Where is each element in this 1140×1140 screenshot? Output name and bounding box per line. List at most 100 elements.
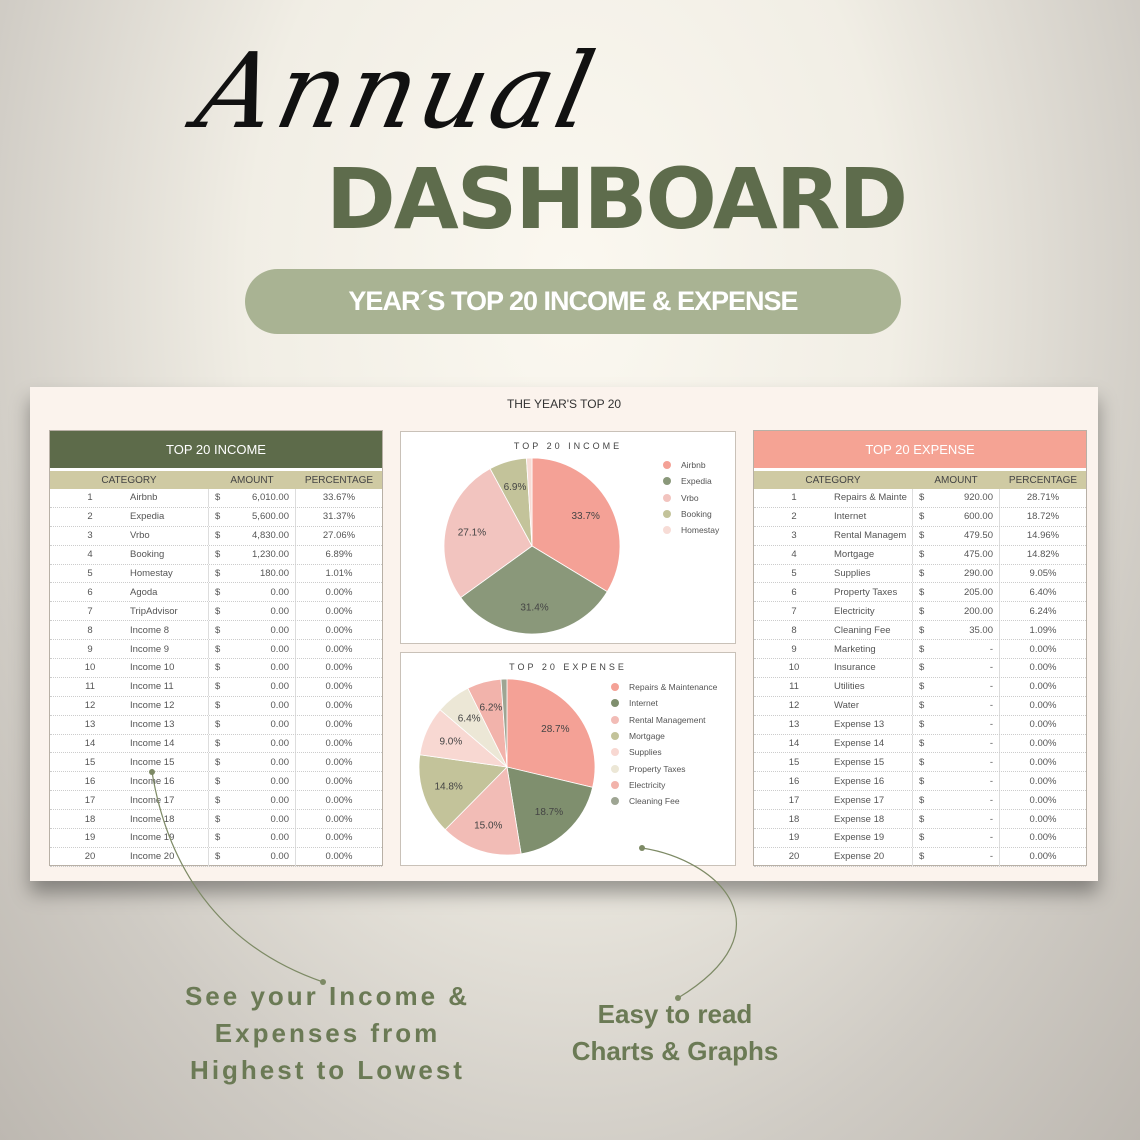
row-category: Vrbo — [130, 530, 150, 542]
legend-label: Cleaning Fee — [629, 796, 680, 807]
row-amount: $ - — [912, 734, 1000, 753]
legend-swatch — [611, 764, 619, 773]
row-amount: $0.00 — [208, 791, 296, 810]
row-category: Expense 14 — [834, 738, 885, 750]
amount-value: 0.00 — [270, 832, 290, 844]
row-category: Income 17 — [130, 794, 175, 806]
row-rank: 20 — [84, 851, 96, 863]
page-title: DASHBOARD — [326, 150, 908, 248]
row-amount: $0.00 — [208, 847, 296, 866]
slice-label: 6.2% — [479, 703, 502, 714]
currency-symbol: $ — [215, 624, 221, 636]
row-percentage: 1.01% — [325, 568, 353, 579]
row-amount: $ - — [912, 772, 1000, 791]
currency-symbol: $ — [215, 756, 221, 768]
row-percentage: 0.00% — [1029, 738, 1057, 750]
row-percentage: 0.00% — [1029, 719, 1057, 731]
table-row: 1 Repairs & Mainte $920.00 28.71% — [754, 489, 1086, 508]
legend-swatch — [663, 493, 671, 502]
col-percentage: PERCENTAGE — [304, 474, 374, 486]
currency-symbol: $ — [919, 605, 925, 617]
note-right: Easy to read Charts & Graphs — [571, 999, 779, 1066]
amount-value: 0.00 — [270, 662, 290, 674]
currency-symbol: $ — [919, 624, 925, 636]
row-amount: $479.50 — [912, 526, 1000, 545]
table-row: 11 Utilities $ -0.00% — [754, 677, 1086, 697]
row-category: Income 16 — [130, 775, 175, 787]
amount-value: 475.00 — [963, 549, 993, 561]
pie: 28.7% 18.7% 15.0% 14.8% 9.0% 6.4%6.2% — [418, 678, 596, 856]
row-category: TripAdvisor — [130, 605, 178, 617]
row-amount: $0.00 — [208, 677, 296, 696]
currency-symbol: $ — [919, 568, 925, 579]
table-row: 14 Income 14 $0.00 0.00% — [50, 734, 382, 754]
amount-value: 290.00 — [963, 568, 993, 579]
row-percentage: 0.00% — [325, 813, 353, 825]
pie-slice-airbnb — [531, 457, 621, 593]
row-percentage: 6.40% — [1029, 586, 1057, 598]
row-category: Expense 16 — [834, 775, 885, 787]
pie-slice-mortgage — [418, 754, 508, 831]
currency-symbol: $ — [215, 681, 221, 693]
row-rank: 19 — [84, 832, 96, 844]
table-row: 18 Income 18 $0.00 0.00% — [50, 810, 382, 830]
table-row: 3 Vrbo $4,830.00 27.06% — [50, 526, 382, 546]
row-rank: 11 — [789, 681, 799, 693]
table-row: 15 Expense 15 $ -0.00% — [754, 753, 1086, 773]
legend-swatch — [611, 748, 619, 757]
legend-label: Repairs & Maintenance — [629, 682, 718, 693]
row-category: Insurance — [834, 662, 876, 674]
row-percentage: 6.89% — [325, 549, 353, 561]
legend-item: Mortgage — [611, 728, 717, 744]
slice-label: 27.1% — [458, 527, 486, 538]
row-percentage: 27.06% — [322, 530, 356, 542]
row-amount: $4,830.00 — [208, 526, 296, 545]
row-amount: $ - — [912, 753, 1000, 772]
row-rank: 3 — [791, 530, 797, 542]
pie-slice-cleaning-fee — [500, 678, 508, 768]
row-rank: 8 — [791, 624, 797, 636]
table-row: 7 TripAdvisor $0.00 0.00% — [50, 602, 382, 622]
currency-symbol: $ — [919, 511, 925, 523]
row-percentage: 0.00% — [325, 681, 353, 693]
legend-label: Rental Management — [629, 714, 706, 725]
amount-value: 0.00 — [270, 700, 290, 712]
row-rank: 9 — [87, 643, 93, 655]
legend-item: Booking — [663, 506, 719, 522]
row-rank: 1 — [87, 492, 93, 504]
chart-legend: Airbnb Expedia Vrbo Booking Homestay — [663, 457, 719, 538]
currency-symbol: $ — [215, 813, 221, 825]
row-percentage: 0.00% — [325, 794, 353, 806]
amount-value: 0.00 — [270, 813, 290, 825]
table-row: 3 Rental Managem $479.50 14.96% — [754, 526, 1086, 546]
pie-slice-repairs-maintenance — [506, 678, 596, 788]
row-percentage: 0.00% — [1029, 681, 1057, 693]
amount-value: - — [989, 832, 993, 844]
currency-symbol: $ — [919, 851, 925, 863]
row-category: Mortgage — [834, 549, 875, 561]
slice-label: 18.7% — [535, 807, 563, 818]
pie-slice-vrbo — [443, 468, 533, 599]
slice-label: 15.0% — [474, 821, 502, 832]
legend-item: Supplies — [611, 744, 717, 760]
row-amount: $290.00 — [912, 564, 1000, 583]
currency-symbol: $ — [215, 719, 221, 731]
row-rank: 20 — [788, 851, 800, 863]
row-category: Electricity — [834, 605, 875, 617]
row-category: Income 12 — [130, 700, 175, 712]
amount-value: - — [989, 756, 993, 768]
table-row: 7 Electricity $200.00 6.24% — [754, 602, 1086, 622]
row-amount: $920.00 — [912, 489, 1000, 507]
currency-symbol: $ — [215, 586, 221, 598]
table-row: 2 Expedia $5,600.00 31.37% — [50, 507, 382, 527]
table-row: 20 Income 20 $0.00 0.00% — [50, 847, 382, 867]
dashboard-panel: THE YEAR'S TOP 20 TOP 20 INCOME CATEGORY… — [30, 387, 1098, 881]
currency-symbol: $ — [919, 832, 925, 844]
row-rank: 12 — [84, 700, 96, 712]
row-rank: 6 — [87, 586, 93, 598]
col-category: CATEGORY — [101, 474, 157, 486]
currency-symbol: $ — [919, 662, 925, 674]
table-row: 13 Income 13 $0.00 0.00% — [50, 715, 382, 735]
table-row: 18 Expense 18 $ -0.00% — [754, 810, 1086, 830]
slice-label: 6.9% — [504, 482, 527, 493]
